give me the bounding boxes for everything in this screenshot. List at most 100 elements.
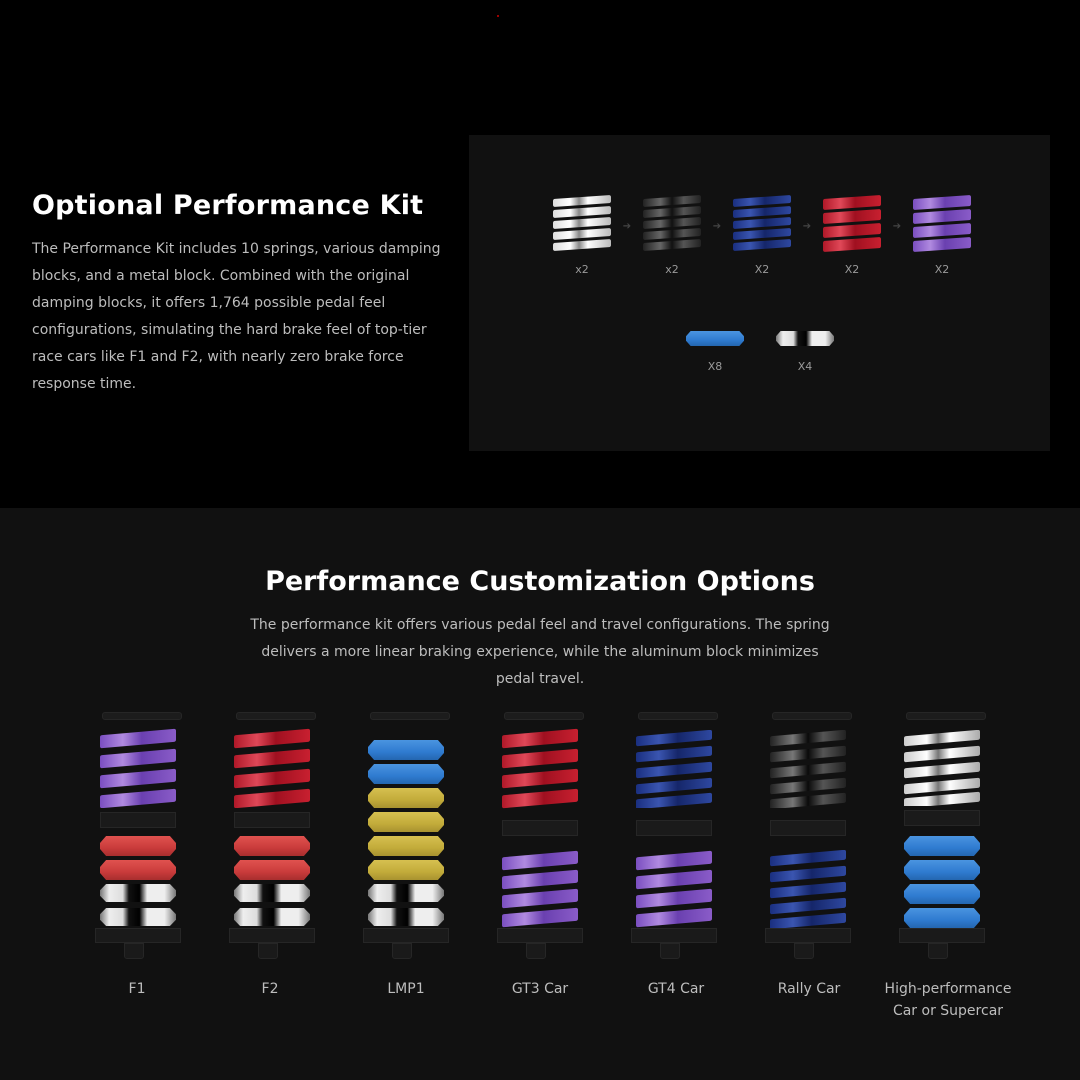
stack-cap bbox=[236, 712, 316, 720]
metal-block-icon bbox=[368, 884, 444, 902]
stack-cap bbox=[906, 712, 986, 720]
metal-block-icon bbox=[100, 908, 176, 926]
yellow-block-icon bbox=[368, 836, 444, 856]
metal-block-icon bbox=[234, 908, 310, 926]
indicator-dot bbox=[497, 15, 499, 17]
purple-spring-icon bbox=[502, 850, 578, 928]
spring-row: x2 ➔ x2 ➔ bbox=[552, 195, 972, 276]
metal-block-icon bbox=[100, 884, 176, 902]
yellow-block-icon bbox=[368, 812, 444, 832]
spring-qty: x2 bbox=[575, 263, 589, 276]
stack-base bbox=[497, 928, 583, 943]
spring-qty: X2 bbox=[934, 263, 950, 276]
options-title: Performance Customization Options bbox=[265, 566, 815, 597]
stack-cap bbox=[102, 712, 182, 720]
metal-block-icon bbox=[234, 884, 310, 902]
spacer bbox=[502, 820, 578, 836]
red-block-icon bbox=[234, 836, 310, 856]
options-description: The performance kit offers various pedal… bbox=[250, 617, 830, 687]
options-section: Performance Customization Options The pe… bbox=[0, 508, 1080, 1080]
stack-gt4 bbox=[631, 712, 721, 962]
block-row: X8 X4 bbox=[685, 331, 835, 373]
white-spring-icon bbox=[904, 730, 980, 806]
block-metal: X4 bbox=[775, 331, 835, 373]
stack-stem bbox=[258, 943, 278, 959]
yellow-block-icon bbox=[368, 788, 444, 808]
label-gt4: GT4 Car bbox=[647, 981, 705, 997]
block-qty: X8 bbox=[707, 360, 723, 373]
blue-spring-icon bbox=[636, 730, 712, 808]
yellow-block-icon bbox=[368, 860, 444, 880]
arrow-right-icon: ➔ bbox=[892, 221, 902, 232]
purple-spring-icon bbox=[913, 195, 971, 253]
stack-base bbox=[899, 928, 985, 943]
stack-base bbox=[631, 928, 717, 943]
black-spring-icon bbox=[643, 195, 701, 253]
spacer bbox=[100, 812, 176, 828]
blue-block-icon bbox=[904, 908, 980, 928]
spacer bbox=[770, 820, 846, 836]
kit-section: Optional Performance Kit The Performance… bbox=[0, 0, 1080, 508]
spacer bbox=[234, 812, 310, 828]
white-spring-icon bbox=[553, 195, 611, 253]
stack-stem bbox=[124, 943, 144, 959]
spring-purple: X2 bbox=[912, 195, 972, 276]
stack-f1 bbox=[95, 712, 185, 962]
stack-cap bbox=[504, 712, 584, 720]
purple-spring-icon bbox=[636, 850, 712, 928]
arrow-right-icon: ➔ bbox=[622, 221, 632, 232]
metal-block-icon bbox=[368, 908, 444, 926]
label-f2: F2 bbox=[261, 981, 279, 997]
spacer bbox=[636, 820, 712, 836]
stack-cap bbox=[370, 712, 450, 720]
spring-blue: X2 bbox=[732, 195, 792, 276]
block-qty: X4 bbox=[797, 360, 813, 373]
blue-spring-icon bbox=[770, 850, 846, 928]
stack-base bbox=[765, 928, 851, 943]
blue-block-icon bbox=[368, 764, 444, 784]
stack-stem bbox=[794, 943, 814, 959]
label-f1: F1 bbox=[128, 981, 146, 997]
red-block-icon bbox=[234, 860, 310, 880]
label-rally: Rally Car bbox=[777, 981, 841, 997]
blue-block-icon bbox=[904, 836, 980, 856]
spring-qty: X2 bbox=[844, 263, 860, 276]
spring-white: x2 bbox=[552, 195, 612, 276]
block-blue: X8 bbox=[685, 331, 745, 373]
label-lmp1: LMP1 bbox=[387, 981, 425, 997]
blue-block-icon bbox=[368, 740, 444, 760]
purple-spring-icon bbox=[100, 728, 176, 808]
kit-contents-panel: x2 ➔ x2 ➔ bbox=[469, 135, 1050, 451]
configuration-stacks bbox=[0, 712, 1080, 962]
spring-red: X2 bbox=[822, 195, 882, 276]
stack-stem bbox=[392, 943, 412, 959]
kit-title: Optional Performance Kit bbox=[32, 190, 424, 221]
label-supercar: High-performance Car or Supercar bbox=[884, 981, 1012, 1019]
arrow-right-icon: ➔ bbox=[712, 221, 722, 232]
stack-gt3 bbox=[497, 712, 587, 962]
kit-description: The Performance Kit includes 10 springs,… bbox=[32, 241, 441, 392]
stack-lmp1 bbox=[363, 712, 453, 962]
metal-block-icon bbox=[776, 331, 834, 346]
spring-black: x2 bbox=[642, 195, 702, 276]
blue-block-icon bbox=[686, 331, 744, 346]
black-spring-icon bbox=[770, 730, 846, 808]
red-spring-icon bbox=[234, 728, 310, 808]
blue-block-icon bbox=[904, 860, 980, 880]
stack-f2 bbox=[229, 712, 319, 962]
label-gt3: GT3 Car bbox=[511, 981, 569, 997]
spring-qty: X2 bbox=[754, 263, 770, 276]
red-block-icon bbox=[100, 836, 176, 856]
red-block-icon bbox=[100, 860, 176, 880]
red-spring-icon bbox=[502, 728, 578, 810]
blue-spring-icon bbox=[733, 195, 791, 253]
red-spring-icon bbox=[823, 195, 881, 253]
stack-base bbox=[229, 928, 315, 943]
stack-stem bbox=[526, 943, 546, 959]
stack-supercar bbox=[899, 712, 989, 962]
arrow-right-icon: ➔ bbox=[802, 221, 812, 232]
spacer bbox=[904, 810, 980, 826]
stack-stem bbox=[928, 943, 948, 959]
stack-cap bbox=[638, 712, 718, 720]
stack-base bbox=[95, 928, 181, 943]
